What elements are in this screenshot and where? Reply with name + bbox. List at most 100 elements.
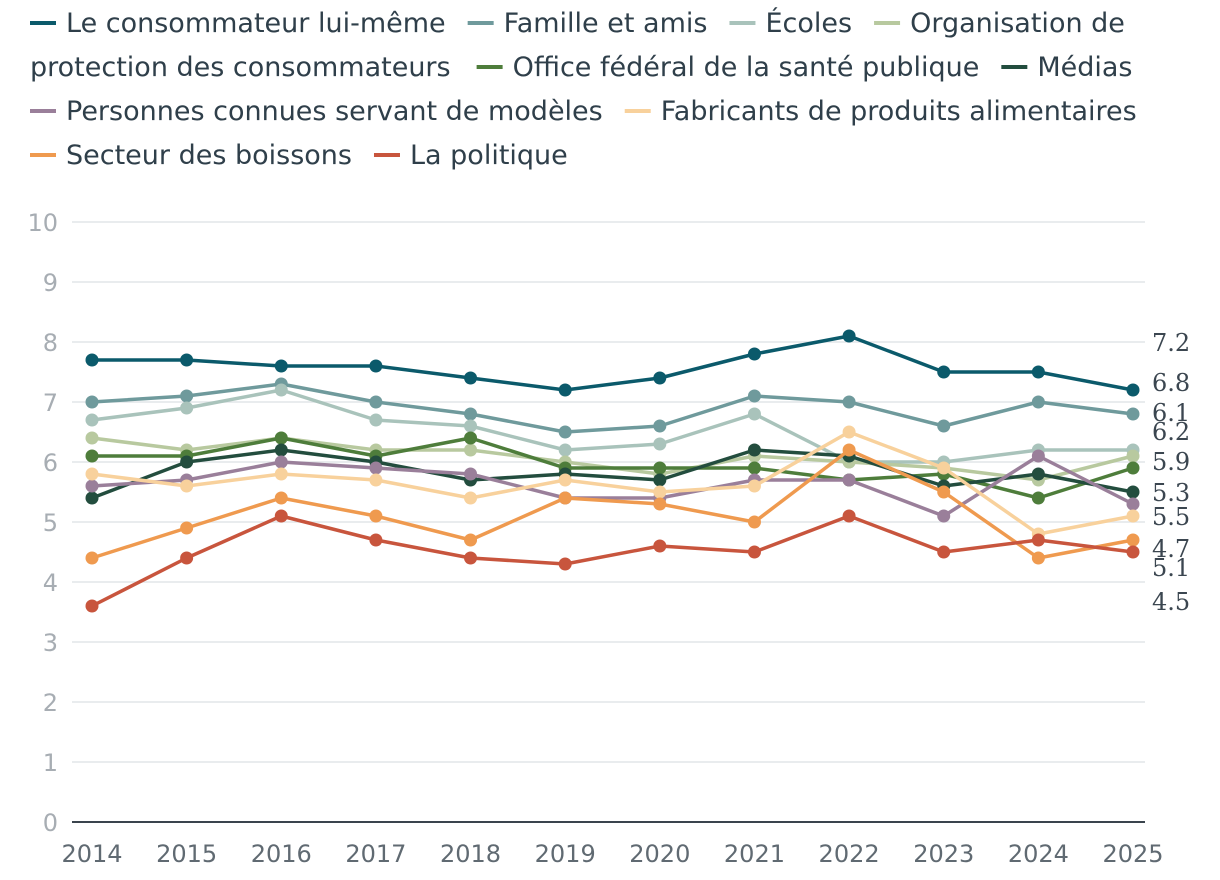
data-point [842,509,856,523]
legend-label: La politique [410,140,568,171]
end-value-label: 5.5 [1152,503,1190,531]
data-point [180,401,194,415]
data-point [85,395,99,409]
data-point [842,425,856,439]
x-tick-label: 2025 [1102,840,1163,868]
series-line [91,454,1134,518]
data-point [747,479,761,493]
y-tick-label: 7 [43,389,58,417]
y-tick-label: 2 [43,689,58,717]
data-point [369,509,383,523]
data-point [85,551,99,565]
data-point [1126,461,1140,475]
data-point [85,431,99,445]
series-line [91,388,1133,464]
end-value-label: 6.8 [1152,369,1190,397]
data-point [1031,365,1045,379]
series [85,443,1140,565]
end-value-label: 5.3 [1152,479,1190,507]
y-tick-label: 3 [43,629,58,657]
series-line [91,448,1134,560]
data-point [653,419,667,433]
data-point [937,365,951,379]
data-point [85,353,99,367]
series-line [91,514,1134,608]
x-tick-label: 2015 [156,840,217,868]
series [85,377,1140,439]
data-point [85,467,99,481]
data-point [558,557,572,571]
data-point [842,395,856,409]
end-value-label: 6.1 [1152,399,1190,427]
data-point [1126,449,1140,463]
legend-label: Organisation de [910,8,1125,39]
data-point [747,407,761,421]
data-point [558,443,572,457]
data-point [747,515,761,529]
data-point [369,413,383,427]
x-axis: 2014 2015 2016 2017 2018 2019 2020 2021 2022 2023… [61,840,1163,868]
y-tick-label: 5 [43,509,58,537]
data-point [1031,395,1045,409]
data-point [85,491,99,505]
y-tick-label: 8 [43,329,58,357]
x-tick-label: 2022 [819,840,880,868]
data-point [180,521,194,535]
x-tick-label: 2018 [440,840,501,868]
legend-item: La politique [373,140,568,171]
series [85,443,1140,505]
legend-item: Écoles [729,7,852,39]
legend-item: Secteur des boissons [30,140,352,171]
data-point [1126,485,1140,499]
series-line [91,448,1134,500]
series [85,509,1140,613]
legend-item: Organisation de protection des consommate… [30,8,1125,83]
data-point [747,443,761,457]
end-value-label: 6.2 [1152,418,1190,446]
x-tick-label: 2016 [251,840,312,868]
y-tick-label: 4 [43,569,58,597]
legend-label: protection des consommateurs [30,52,451,83]
data-point [464,443,478,457]
data-point [180,353,194,367]
data-point [464,407,478,421]
data-point [937,485,951,499]
data-point [180,479,194,493]
legend-item: Médias [1001,52,1133,83]
data-point [1031,467,1045,481]
data-point [464,371,478,385]
data-point [274,467,288,481]
data-point [85,413,99,427]
data-point [653,473,667,487]
legend-label: Secteur des boissons [66,140,352,171]
data-point [842,473,856,487]
legend-label: Office fédéral de la santé publique [513,52,980,83]
series-line [91,430,1134,536]
x-tick-label: 2019 [535,840,596,868]
data-point [274,491,288,505]
data-point [1126,497,1140,511]
data-point [464,551,478,565]
data-point [558,491,572,505]
data-point [180,389,194,403]
data-point [653,485,667,499]
series-line [91,382,1134,434]
data-point [464,491,478,505]
data-point [85,599,99,613]
end-value-label: 5.9 [1152,448,1190,476]
y-tick-label: 9 [43,269,58,297]
legend-label: Écoles [765,7,852,39]
data-point [558,473,572,487]
data-point [85,479,99,493]
data-point [558,425,572,439]
data-point [464,419,478,433]
data-point [842,443,856,457]
legend-label: Médias [1037,52,1132,83]
data-point [274,455,288,469]
data-point [274,443,288,457]
legend-label: Famille et amis [504,8,708,39]
data-point [558,383,572,397]
data-point [1031,449,1045,463]
x-tick-label: 2014 [61,840,122,868]
